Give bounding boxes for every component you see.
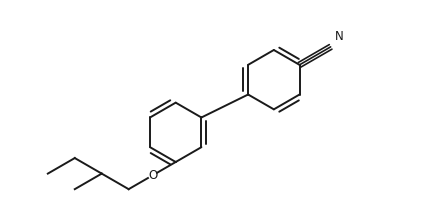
Text: N: N xyxy=(334,30,343,43)
Text: O: O xyxy=(148,169,158,182)
